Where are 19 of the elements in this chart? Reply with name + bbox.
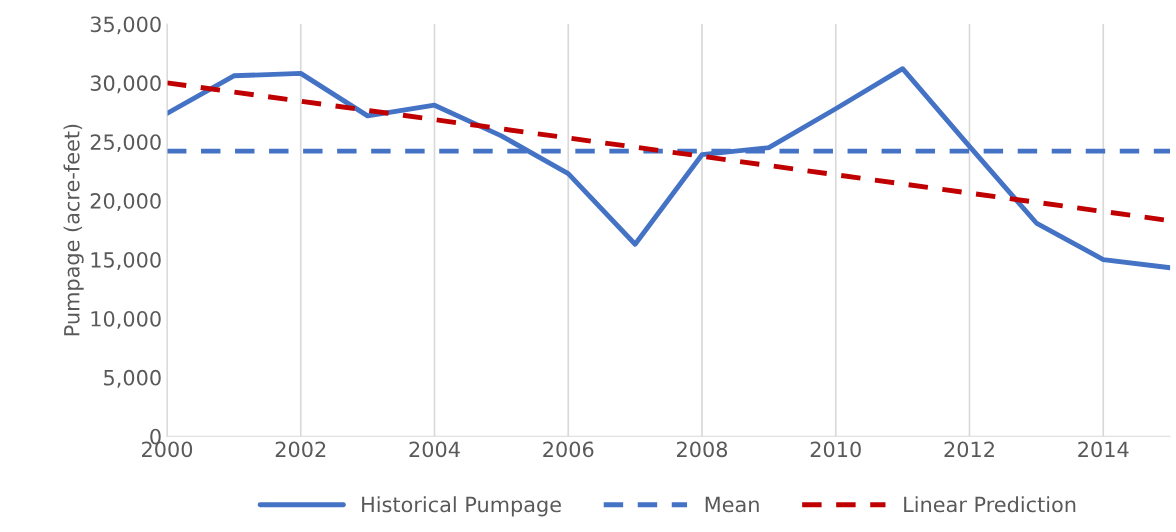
legend-label: Linear Prediction (904, 496, 1076, 513)
y-tick-label: 20,000 (90, 193, 161, 211)
legend-label: Historical Pumpage (362, 496, 561, 517)
x-tick-label: 2008 (677, 441, 728, 458)
x-tick-label: 2002 (275, 441, 326, 458)
legend-label: Mean (705, 496, 759, 513)
y-tick-label: 5,000 (104, 369, 161, 388)
line-series (166, 66, 1171, 271)
y-axis-title: Pumpage (acre-feet) (63, 124, 84, 336)
x-tick-label: 2012 (944, 441, 994, 458)
y-tick-label: 30,000 (90, 75, 161, 94)
x-tick-label: 2014 (1078, 441, 1129, 458)
x-tick-label: 2010 (810, 441, 861, 458)
y-tick-label: 15,000 (91, 251, 161, 270)
x-tick-label: 2006 (543, 441, 594, 458)
y-tick-label: 10,000 (91, 310, 161, 329)
y-tick-label: 35,000 (90, 16, 161, 35)
x-tick-label: 2004 (409, 441, 460, 458)
y-tick-label: 25,000 (90, 134, 161, 153)
